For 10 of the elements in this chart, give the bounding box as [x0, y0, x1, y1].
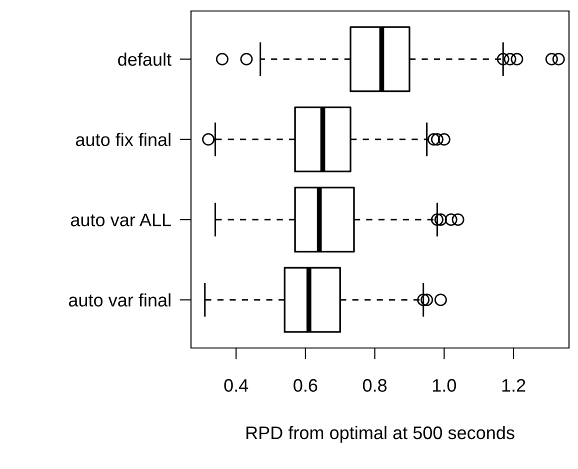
y-tick-label: auto var final — [68, 293, 170, 307]
x-tick-label: 0.8 — [362, 379, 387, 392]
y-tick-label: default — [118, 52, 172, 66]
y-tick-label: auto var ALL — [70, 214, 171, 226]
x-tick-label: 1.0 — [432, 379, 456, 392]
x-tick-label: 1.2 — [502, 379, 526, 392]
x-axis-title: RPD from optimal at 500 seconds — [246, 426, 514, 443]
y-tick-label: auto fix final — [76, 132, 170, 146]
x-tick-label: 0.4 — [224, 379, 248, 392]
x-tick-label: 0.6 — [294, 379, 318, 392]
